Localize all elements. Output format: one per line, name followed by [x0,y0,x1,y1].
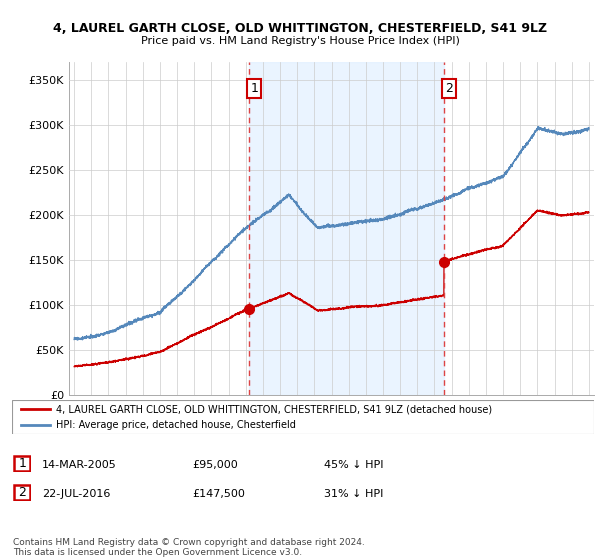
Bar [249,62,444,395]
Text: Contains HM Land Registry data © Crown copyright and database right 2024.
This d: Contains HM Land Registry data © Crown c… [13,538,365,557]
Text: 2: 2 [18,486,26,499]
Text: 31% ↓ HPI: 31% ↓ HPI [324,489,383,499]
Text: 1: 1 [250,82,258,95]
Text: £147,500: £147,500 [192,489,245,499]
Text: 22-JUL-2016: 22-JUL-2016 [42,489,110,499]
Text: HPI: Average price, detached house, Chesterfield: HPI: Average price, detached house, Ches… [56,420,296,430]
Text: 4, LAUREL GARTH CLOSE, OLD WHITTINGTON, CHESTERFIELD, S41 9LZ: 4, LAUREL GARTH CLOSE, OLD WHITTINGTON, … [53,22,547,35]
Text: Price paid vs. HM Land Registry's House Price Index (HPI): Price paid vs. HM Land Registry's House … [140,36,460,46]
Text: 2: 2 [445,82,453,95]
Text: 14-MAR-2005: 14-MAR-2005 [42,460,117,470]
Text: 4, LAUREL GARTH CLOSE, OLD WHITTINGTON, CHESTERFIELD, S41 9LZ (detached house): 4, LAUREL GARTH CLOSE, OLD WHITTINGTON, … [56,404,492,414]
Text: 45% ↓ HPI: 45% ↓ HPI [324,460,383,470]
Text: 1: 1 [18,456,26,470]
Text: £95,000: £95,000 [192,460,238,470]
